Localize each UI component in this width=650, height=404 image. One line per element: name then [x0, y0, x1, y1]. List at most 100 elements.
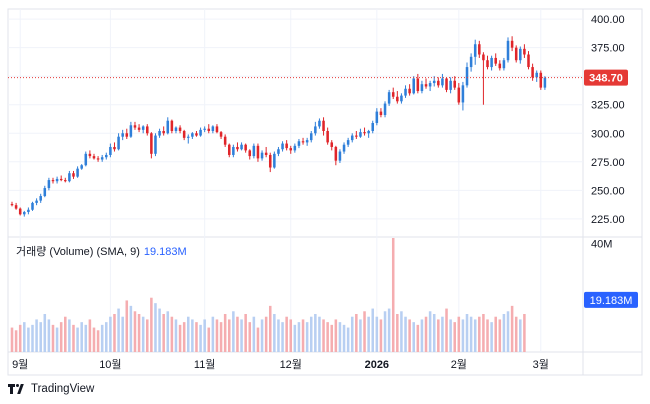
candle[interactable] [371, 120, 375, 134]
volume-bar[interactable] [375, 316, 379, 352]
volume-bar[interactable] [125, 300, 129, 352]
candle[interactable] [543, 76, 547, 90]
candle[interactable] [51, 177, 55, 184]
candle[interactable] [494, 53, 497, 66]
candle[interactable] [514, 45, 518, 63]
candle[interactable] [146, 124, 149, 136]
candle[interactable] [342, 142, 346, 154]
volume-bar[interactable] [424, 316, 428, 352]
volume-bar[interactable] [346, 327, 350, 352]
volume-bar[interactable] [322, 319, 325, 352]
volume-bar[interactable] [510, 305, 514, 352]
volume-bar[interactable] [150, 297, 153, 352]
volume-bar[interactable] [469, 316, 473, 352]
volume-bar[interactable] [80, 322, 83, 352]
candle[interactable] [469, 53, 473, 72]
volume-bar[interactable] [342, 324, 346, 352]
volume-bar[interactable] [383, 311, 387, 352]
candle[interactable] [527, 51, 530, 70]
candle[interactable] [391, 87, 395, 100]
volume-bar[interactable] [465, 314, 469, 352]
volume-bar[interactable] [268, 305, 272, 352]
candle[interactable] [297, 138, 301, 149]
volume-bar[interactable] [162, 314, 165, 352]
volume-bar[interactable] [207, 327, 211, 352]
candle[interactable] [14, 202, 18, 210]
volume-bar[interactable] [420, 319, 424, 352]
volume-bar[interactable] [129, 305, 133, 352]
volume-bar[interactable] [330, 324, 334, 352]
volume-bar[interactable] [281, 322, 284, 352]
candle[interactable] [141, 125, 145, 134]
candle[interactable] [387, 89, 391, 106]
candle[interactable] [506, 37, 510, 63]
candle[interactable] [277, 146, 280, 157]
volume-bar[interactable] [519, 319, 522, 352]
candle[interactable] [10, 201, 14, 207]
candle[interactable] [408, 84, 411, 96]
volume-bar[interactable] [178, 324, 182, 352]
volume-bar[interactable] [482, 314, 485, 352]
volume-bar[interactable] [490, 322, 493, 352]
candle[interactable] [486, 55, 489, 70]
volume-bar[interactable] [252, 316, 256, 352]
candle[interactable] [478, 40, 481, 58]
volume-bar[interactable] [514, 316, 518, 352]
volume-bar[interactable] [76, 327, 79, 352]
candle[interactable] [330, 140, 334, 151]
candle[interactable] [510, 36, 514, 52]
candle[interactable] [535, 70, 538, 82]
volume-bar[interactable] [186, 316, 190, 352]
volume-bar[interactable] [473, 319, 477, 352]
volume-bar[interactable] [297, 322, 301, 352]
candle[interactable] [301, 137, 305, 145]
candle[interactable] [473, 39, 477, 65]
candle[interactable] [240, 142, 243, 151]
candle[interactable] [318, 118, 321, 129]
candle[interactable] [260, 150, 264, 161]
candle[interactable] [437, 77, 440, 88]
volume-bar[interactable] [359, 319, 362, 352]
candle[interactable] [211, 125, 215, 134]
candle[interactable] [457, 83, 461, 105]
volume-bar[interactable] [285, 316, 288, 352]
volume-bar[interactable] [301, 319, 305, 352]
candle[interactable] [490, 55, 493, 71]
volume-bar[interactable] [14, 330, 18, 352]
volume-bar[interactable] [338, 322, 342, 352]
candle[interactable] [84, 151, 88, 167]
volume-bar[interactable] [289, 319, 293, 352]
volume-bar[interactable] [391, 238, 395, 352]
volume-bar[interactable] [309, 316, 313, 352]
candle[interactable] [346, 137, 350, 147]
volume-bar[interactable] [18, 324, 22, 352]
candle[interactable] [199, 127, 202, 137]
candle[interactable] [117, 133, 120, 151]
candle[interactable] [227, 143, 231, 158]
candle[interactable] [18, 207, 22, 216]
candle[interactable] [76, 166, 79, 178]
candle[interactable] [416, 73, 420, 94]
volume-bar[interactable] [84, 324, 88, 352]
volume-bar[interactable] [43, 314, 47, 352]
candle[interactable] [154, 133, 157, 157]
volume-bar[interactable] [232, 311, 235, 352]
candle[interactable] [109, 143, 112, 158]
candle[interactable] [441, 73, 444, 88]
candle[interactable] [400, 93, 403, 104]
volume-bar[interactable] [182, 322, 186, 352]
volume-bar[interactable] [133, 311, 137, 352]
candle[interactable] [420, 80, 424, 94]
volume-bar[interactable] [215, 319, 219, 352]
volume-bar[interactable] [506, 311, 510, 352]
volume-bar[interactable] [441, 316, 444, 352]
volume-bar[interactable] [256, 327, 260, 352]
volume-bar[interactable] [240, 319, 243, 352]
candle[interactable] [363, 127, 366, 136]
candle[interactable] [445, 77, 448, 93]
volume-bar[interactable] [461, 319, 465, 352]
candle[interactable] [461, 81, 465, 111]
candle[interactable] [268, 152, 272, 173]
volume-bar[interactable] [68, 319, 71, 352]
